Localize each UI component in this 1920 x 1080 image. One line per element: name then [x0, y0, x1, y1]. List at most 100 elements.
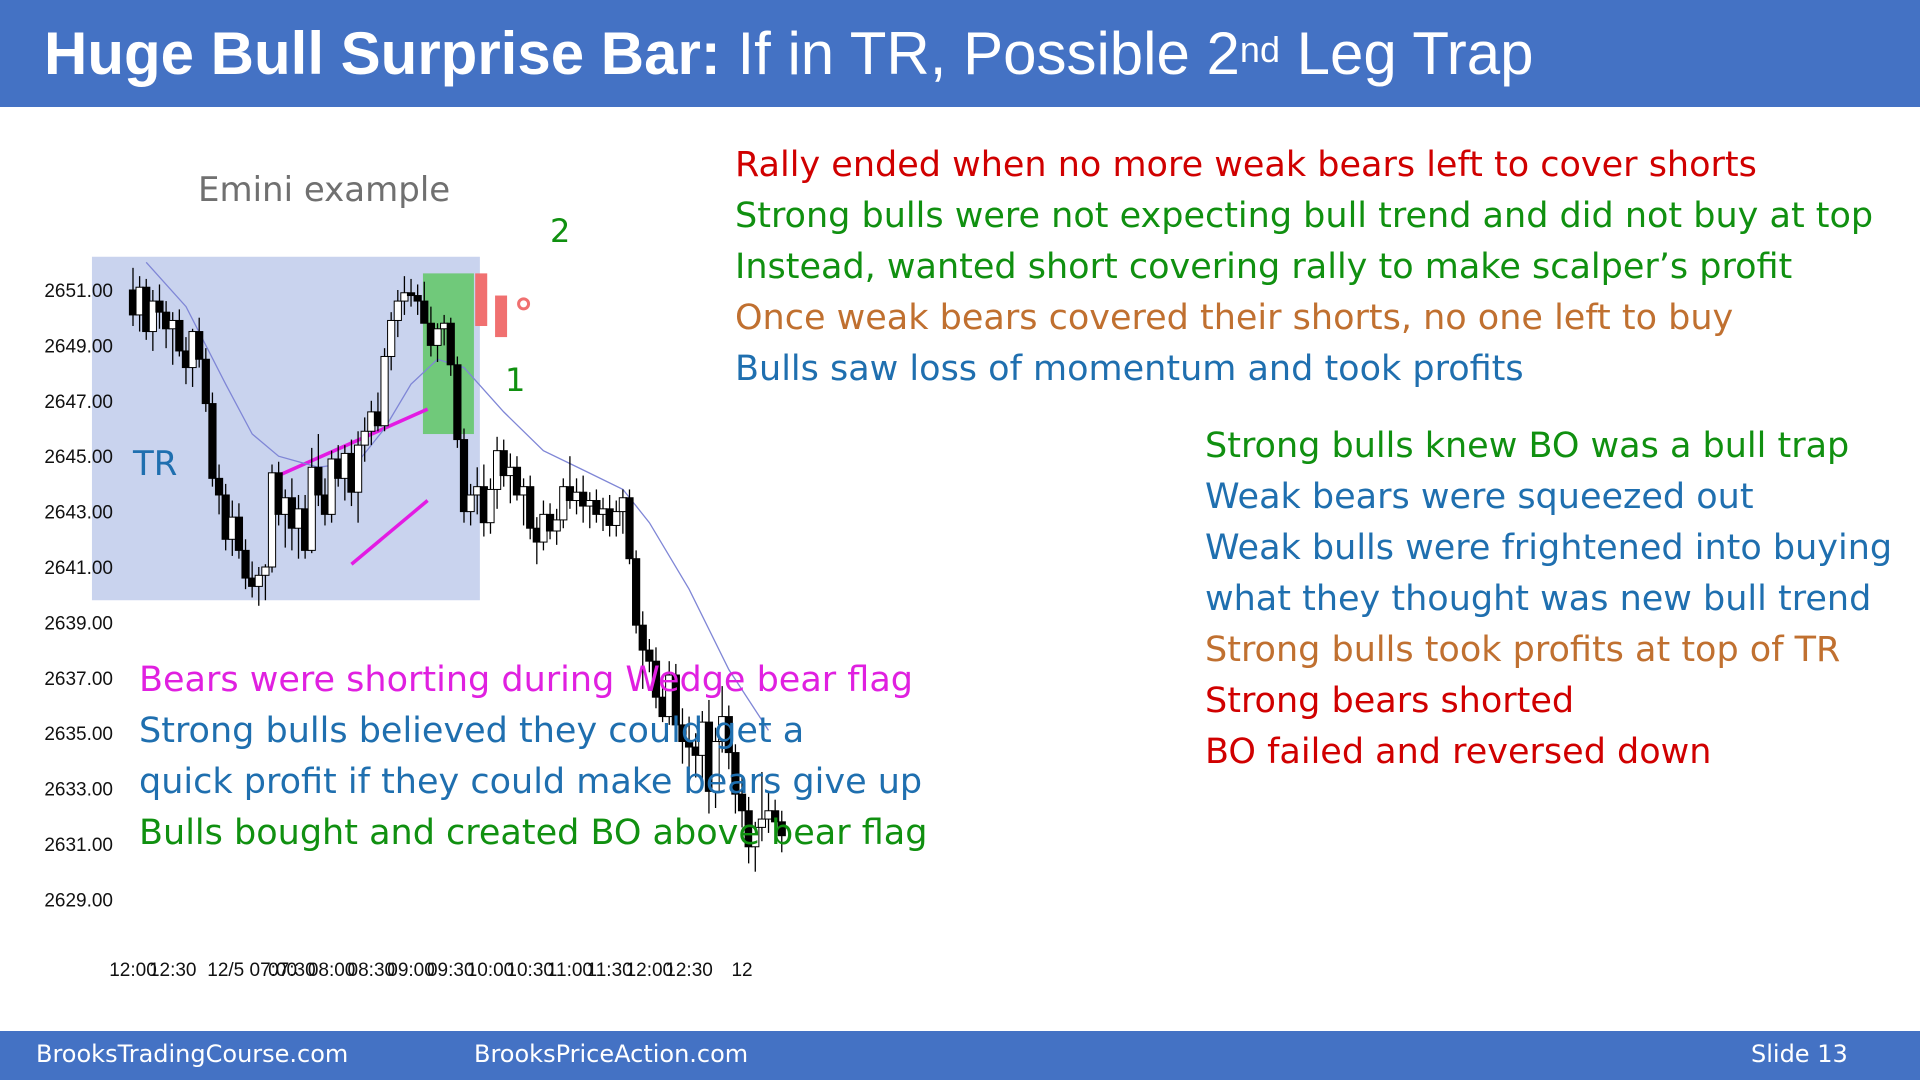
x-tick-label: 08:30 — [348, 960, 396, 981]
candle — [651, 647, 661, 709]
annotation-top-block: Rally ended when no more weak bears left… — [735, 140, 1873, 395]
y-tick-label: 2629.00 — [44, 890, 113, 911]
annotation-right-block: Strong bulls knew BO was a bull trap Weak… — [1205, 421, 1892, 778]
candle — [526, 475, 535, 540]
annotation-bottom-block: Bears were shorting during Wedge bear fl… — [139, 655, 927, 859]
title-superscript: nd — [1239, 29, 1280, 70]
y-tick-label: 2647.00 — [44, 392, 113, 413]
candle — [360, 417, 369, 462]
candle — [241, 539, 250, 590]
candle — [632, 550, 641, 634]
candle — [459, 428, 469, 523]
candle — [267, 464, 277, 573]
candle — [731, 744, 740, 814]
candle — [413, 284, 422, 315]
y-tick-label: 2645.00 — [44, 447, 113, 468]
candle — [446, 317, 455, 376]
price-chart: 2651.00 2649.00 2647.00 2645.00 2643.00 2641.… — [44, 170, 786, 981]
annotation-line: quick profit if they could make bears gi… — [139, 762, 923, 802]
candle — [678, 708, 687, 764]
y-tick-label: 2635.00 — [44, 724, 113, 745]
x-tick-label: 12 — [731, 960, 752, 981]
annotation-line: Bulls saw loss of momentum and took prof… — [735, 349, 1524, 389]
chart-label-example: Emini example — [198, 170, 450, 210]
y-axis-ticks: 2651.00 2649.00 2647.00 2645.00 2643.00 2641.… — [44, 281, 113, 911]
candle — [234, 503, 244, 559]
leg-label-1: 1 — [505, 361, 525, 399]
candle — [625, 489, 634, 565]
candle — [420, 281, 429, 324]
candle — [486, 478, 495, 534]
x-tick-label: 08:00 — [308, 960, 356, 981]
candle — [737, 777, 747, 828]
candle — [307, 447, 316, 554]
annotation-line: Strong bulls believed they could get a — [139, 711, 805, 751]
candle — [406, 278, 416, 307]
candle — [512, 456, 522, 501]
candle — [393, 290, 402, 338]
candle — [771, 799, 780, 833]
candle — [638, 611, 647, 689]
candle — [777, 810, 786, 853]
annotation-line: Bulls bought and created BO above bear f… — [139, 813, 928, 853]
x-tick-label: 10:30 — [506, 960, 554, 981]
candle — [684, 716, 694, 789]
annotation-line: Strong bears shorted — [1205, 681, 1575, 721]
annotation-line: Instead, wanted short covering rally to … — [735, 247, 1793, 287]
annotation-line: BO failed and reversed down — [1205, 732, 1712, 772]
candle — [453, 356, 462, 448]
y-tick-label: 2637.00 — [44, 669, 113, 690]
annotation-line: Once weak bears covered their shorts, no… — [735, 298, 1734, 338]
x-tick-label: 09:00 — [387, 960, 435, 981]
candle — [433, 323, 442, 363]
wedge-line — [271, 407, 429, 480]
x-tick-label: 10:00 — [467, 960, 515, 981]
title-rest-b: Leg Trap — [1279, 20, 1534, 87]
candle — [148, 290, 157, 351]
candle — [751, 821, 760, 872]
annotation-line: Rally ended when no more weak bears left… — [735, 145, 1757, 185]
annotation-line: Weak bulls were frightened into buying — [1205, 528, 1893, 568]
candle — [559, 478, 568, 529]
footer-center-link[interactable]: BrooksPriceAction.com — [474, 1040, 749, 1068]
signal-dot — [517, 297, 531, 311]
footer-left-link[interactable]: BrooksTradingCourse.com — [36, 1040, 349, 1068]
candle — [579, 475, 588, 523]
annotation-line: Strong bulls took profits at top of TR — [1205, 630, 1841, 670]
slide-number: Slide 13 — [1751, 1040, 1848, 1068]
x-tick-label: 12:30 — [149, 960, 197, 981]
candlestick-series — [128, 267, 786, 872]
x-tick-label: 12/5 07:00 — [207, 960, 297, 981]
red-signal-bar — [495, 295, 508, 338]
candle — [387, 312, 396, 371]
chart-label-tr: TR — [132, 444, 177, 484]
candle — [645, 639, 654, 673]
x-tick-label: 12:00 — [626, 960, 674, 981]
candle — [552, 508, 561, 545]
y-tick-label: 2631.00 — [44, 835, 113, 856]
candle — [175, 309, 184, 357]
candle — [724, 705, 733, 770]
candle — [274, 461, 283, 526]
annotation-line: what they thought was new bull trend — [1205, 579, 1872, 619]
slide-title: Huge Bull Surprise Bar: If in TR, Possib… — [44, 14, 1533, 94]
candle — [499, 439, 508, 487]
leg-label-2: 2 — [550, 212, 570, 250]
y-tick-label: 2639.00 — [44, 613, 113, 634]
title-rest-a: If in TR, Possible 2 — [720, 20, 1240, 87]
candle — [671, 663, 680, 736]
y-tick-label: 2649.00 — [44, 336, 113, 357]
y-tick-label: 2643.00 — [44, 503, 113, 524]
red-signal-bars — [475, 273, 508, 338]
wedge-bear-flag-lines — [271, 407, 429, 566]
candle — [711, 727, 720, 808]
red-signal-bar — [475, 273, 488, 327]
y-tick-label: 2641.00 — [44, 558, 113, 579]
candle — [261, 564, 270, 601]
annotation-line: Bears were shorting during Wedge bear fl… — [139, 660, 914, 700]
annotation-line: Strong bulls knew BO was a bull trap — [1205, 426, 1850, 466]
x-tick-label: 11:30 — [587, 960, 633, 981]
candle — [493, 436, 502, 509]
candle — [214, 464, 224, 515]
candle — [380, 348, 389, 432]
